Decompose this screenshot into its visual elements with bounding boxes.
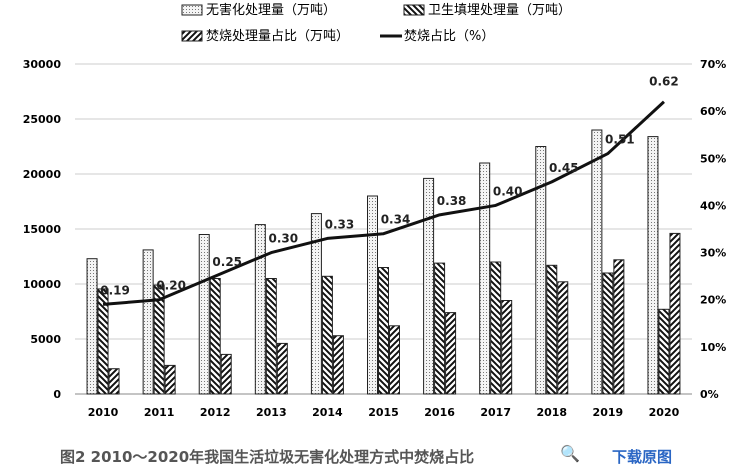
bar [97,288,109,395]
y2-tick-label: 20% [700,294,726,307]
y-tick-label: 30000 [23,58,62,71]
legend-label: 无害化处理量（万吨） [206,2,336,18]
y2-tick-label: 40% [700,199,726,212]
bar [602,272,614,395]
bar [479,162,491,395]
y-tick-label: 20000 [23,168,62,181]
x-tick-label: 2020 [649,406,680,419]
x-tick-label: 2013 [256,406,287,419]
y2-tick-label: 50% [700,152,726,165]
chart: 无害化处理量（万吨） 卫生填埋处理量（万吨）焚烧处理量占比（万吨） 焚烧占比（%） … [23,2,727,419]
data-label: 0.51 [605,133,635,147]
bar [142,249,154,395]
bar [86,258,98,395]
y-tick-label: 10000 [23,278,62,291]
magnifier-plus-icon[interactable]: 🔍 [560,444,580,463]
x-tick-label: 2016 [424,406,455,419]
bar [613,259,625,395]
bar [389,325,400,395]
bar [658,308,670,395]
x-tick-label: 2012 [200,406,231,419]
y-tick-label: 25000 [23,113,62,126]
bar [490,261,502,395]
bar [378,267,389,395]
data-label: 0.45 [549,161,579,175]
data-label: 0.20 [156,279,186,293]
y2-tick-label: 0% [700,388,719,401]
bar [198,234,210,395]
download-original-link[interactable]: 下载原图 [612,448,673,466]
bar [254,224,266,395]
y-tick-label: 5000 [30,333,61,346]
legend-swatch [181,4,203,16]
bar [501,300,513,395]
bar [591,129,603,395]
legend-swatch [403,4,425,16]
x-tick-label: 2010 [88,406,119,419]
bar [310,213,322,395]
bar [108,368,120,395]
data-label: 0.62 [649,75,679,89]
bar [557,281,569,395]
x-tick-label: 2014 [312,406,343,419]
data-label: 0.33 [325,217,355,231]
y2-tick-label: 60% [700,105,726,118]
bar [546,264,558,395]
data-label: 0.25 [212,255,242,269]
data-label: 0.30 [269,232,299,246]
bar [153,284,165,395]
y-tick-label: 15000 [23,223,62,236]
bar [434,262,446,395]
figure-caption: 图2 2010～2020年我国生活垃圾无害化处理方式中焚烧占比 [60,448,475,466]
data-label: 0.34 [381,213,411,227]
y2-tick-label: 70% [700,58,726,71]
legend-label: 卫生填埋处理量（万吨） [428,3,571,18]
legend-label: 焚烧占比（%） [404,29,494,44]
x-tick-label: 2018 [536,406,567,419]
data-label: 0.19 [100,283,130,297]
bar [209,278,221,395]
x-tick-label: 2019 [593,406,624,419]
y-tick-label: 0 [53,388,61,401]
bar [321,275,333,395]
bar [164,364,176,395]
bar [445,312,457,395]
data-label: 0.38 [437,194,467,208]
y2-tick-label: 30% [700,247,726,260]
y2-tick-label: 10% [700,341,726,354]
bar [276,342,288,395]
bar [669,232,681,395]
x-tick-label: 2017 [480,406,511,419]
data-label: 0.40 [493,184,523,198]
bar [423,177,435,395]
bar [332,335,344,395]
legend-label: 焚烧处理量占比（万吨） [206,29,349,44]
x-tick-label: 2011 [144,406,175,419]
legend-swatch [181,30,203,42]
bar [367,195,378,395]
bar [535,146,547,395]
x-tick-label: 2015 [368,406,399,419]
bar [220,353,232,395]
bar [265,278,277,395]
bar [647,136,659,395]
